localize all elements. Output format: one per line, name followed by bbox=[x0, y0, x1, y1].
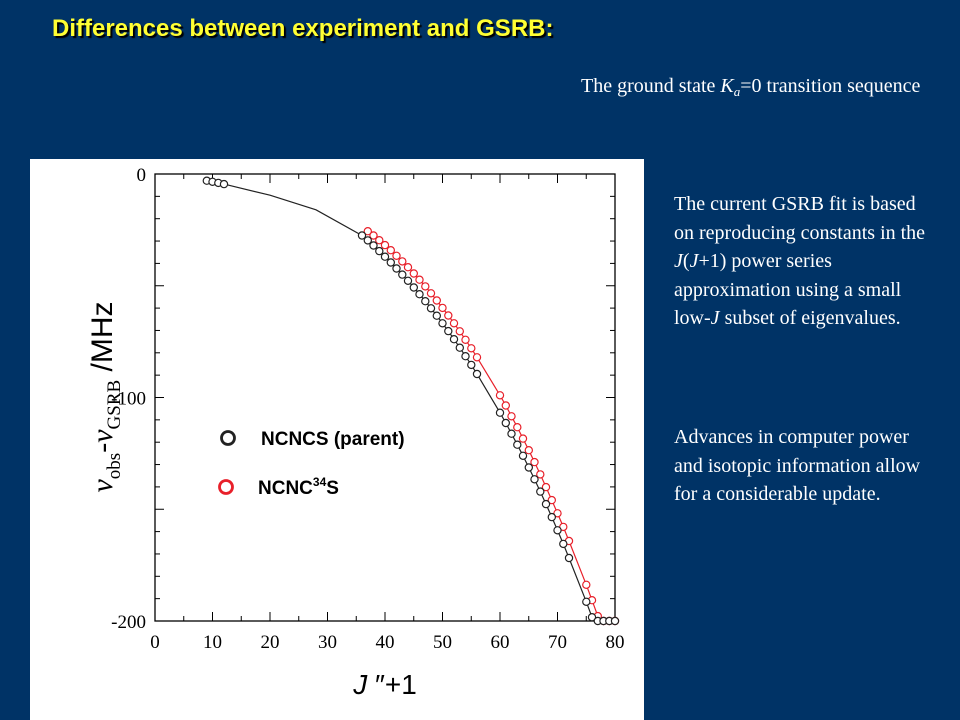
x-tick-label: 60 bbox=[491, 632, 510, 653]
x-tick-label: 10 bbox=[203, 632, 222, 653]
data-point bbox=[398, 257, 407, 266]
data-point bbox=[369, 241, 378, 250]
data-point bbox=[536, 470, 545, 479]
data-point bbox=[472, 369, 482, 379]
data-point bbox=[541, 482, 551, 492]
data-point bbox=[507, 412, 516, 421]
x-tick-label: 40 bbox=[376, 632, 395, 653]
data-point bbox=[501, 401, 510, 410]
data-point bbox=[455, 327, 464, 336]
legend-marker bbox=[218, 479, 234, 495]
data-point bbox=[518, 434, 528, 443]
x-tick-label: 30 bbox=[318, 632, 337, 653]
description-1: The current GSRB fit is based on reprodu… bbox=[674, 190, 934, 333]
data-point bbox=[375, 235, 384, 245]
data-point bbox=[444, 311, 453, 320]
data-point bbox=[426, 289, 436, 298]
data-point bbox=[507, 429, 516, 438]
data-point bbox=[495, 408, 505, 417]
data-point bbox=[495, 391, 505, 400]
description-2: Advances in computer power and isotopic … bbox=[674, 426, 921, 506]
data-point bbox=[363, 236, 372, 245]
data-point bbox=[524, 463, 533, 472]
data-point bbox=[438, 319, 447, 328]
data-point bbox=[455, 343, 464, 352]
data-point bbox=[559, 539, 568, 549]
data-point bbox=[530, 457, 539, 467]
data-point bbox=[421, 282, 430, 291]
data-point bbox=[409, 283, 418, 292]
data-point bbox=[536, 487, 545, 496]
slide-subtitle: The ground state Ka=0 transition sequenc… bbox=[581, 72, 941, 100]
x-axis-label: J ″+1 bbox=[352, 669, 417, 700]
y-tick-label: 0 bbox=[137, 165, 147, 186]
data-point bbox=[530, 475, 539, 484]
legend-label: NCNCS (parent) bbox=[261, 429, 405, 450]
data-point bbox=[449, 319, 459, 328]
data-point bbox=[421, 296, 430, 306]
data-point bbox=[553, 526, 562, 535]
data-point bbox=[472, 353, 482, 362]
data-point bbox=[392, 251, 401, 261]
data-point bbox=[363, 226, 372, 236]
data-point bbox=[610, 616, 620, 626]
data-point bbox=[432, 296, 441, 305]
description-1-text: The current GSRB fit is based on reprodu… bbox=[674, 193, 926, 330]
data-point bbox=[380, 240, 390, 250]
data-point bbox=[392, 264, 401, 273]
data-point bbox=[426, 304, 436, 313]
data-point bbox=[403, 262, 413, 272]
data-point bbox=[582, 597, 591, 606]
series-line-1 bbox=[367, 230, 601, 621]
data-point bbox=[219, 179, 229, 189]
data-point bbox=[547, 512, 557, 522]
data-point bbox=[409, 269, 418, 278]
data-point bbox=[386, 258, 395, 267]
data-point bbox=[513, 440, 522, 449]
data-point bbox=[553, 509, 562, 518]
data-point bbox=[582, 580, 591, 589]
chart-panel: 0 10 20 30 40 50 60 70 80 0 -100 -200 J ″+1 νobs-νGSR… bbox=[30, 159, 644, 720]
y-axis-label: νobs-νGSRB /MHz bbox=[86, 301, 125, 492]
subtitle-text: The ground state Ka=0 transition sequenc… bbox=[581, 75, 921, 99]
x-tick-label: 0 bbox=[150, 632, 160, 653]
data-point bbox=[461, 335, 470, 344]
data-point bbox=[547, 495, 557, 505]
data-point bbox=[467, 360, 476, 370]
data-point bbox=[432, 311, 441, 320]
legend-label: NCNC34S bbox=[258, 475, 339, 499]
data-point bbox=[564, 553, 574, 563]
legend-marker bbox=[220, 430, 236, 446]
data-point bbox=[513, 423, 522, 432]
data-point bbox=[461, 351, 470, 361]
data-point bbox=[369, 231, 378, 240]
slide-title: Differences between experiment and GSRB: bbox=[52, 15, 554, 42]
data-point bbox=[524, 446, 533, 455]
data-point bbox=[518, 451, 528, 460]
data-point bbox=[375, 246, 384, 256]
data-point bbox=[398, 270, 407, 279]
data-point bbox=[587, 613, 597, 622]
data-point bbox=[386, 245, 395, 255]
x-tick-label: 50 bbox=[433, 632, 452, 653]
data-point bbox=[357, 231, 367, 240]
data-point bbox=[449, 334, 459, 344]
data-point bbox=[403, 276, 413, 286]
y-tick-label: -200 bbox=[111, 612, 146, 633]
x-tick-label: 70 bbox=[548, 632, 567, 653]
data-point bbox=[438, 303, 447, 313]
data-point bbox=[415, 275, 424, 284]
data-point bbox=[501, 418, 510, 428]
data-point bbox=[415, 289, 424, 299]
data-point bbox=[541, 499, 551, 509]
x-tick-label: 80 bbox=[606, 632, 625, 653]
y-tick-label: -100 bbox=[111, 389, 146, 410]
x-tick-label: 20 bbox=[261, 632, 280, 653]
data-point bbox=[467, 344, 476, 353]
chart-svg: 0 10 20 30 40 50 60 70 80 0 -100 -200 J ″+1 νobs-νGSR… bbox=[86, 165, 625, 700]
data-point bbox=[380, 252, 390, 261]
data-point bbox=[444, 326, 453, 336]
